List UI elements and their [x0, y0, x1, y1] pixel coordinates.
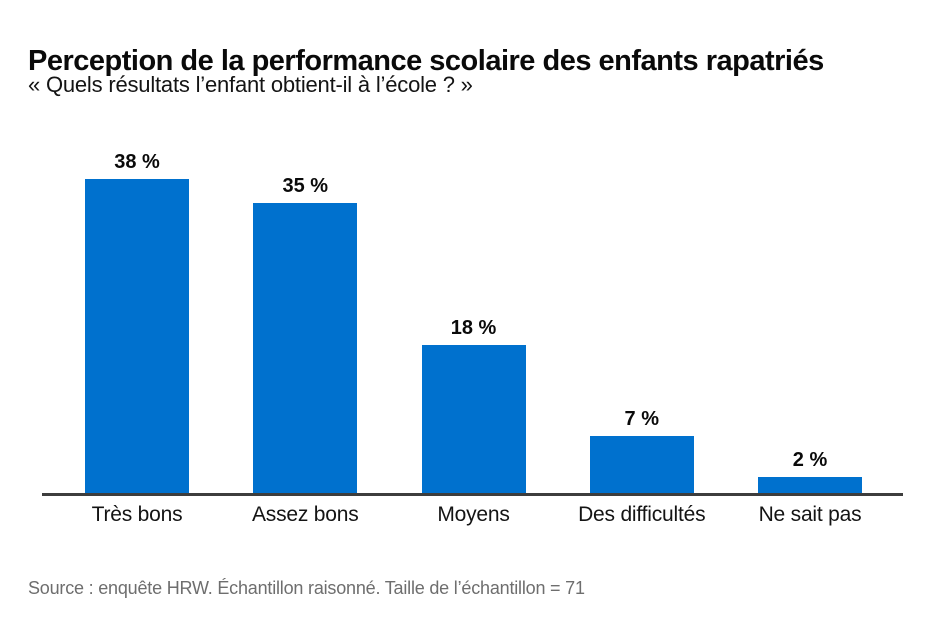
- category-label-2: Moyens: [437, 503, 510, 526]
- value-label-2: 18 %: [450, 317, 497, 339]
- plot-area: 38 % 35 % 18 % 7 % 2 %: [85, 151, 862, 494]
- category-label-4: Ne sait pas: [758, 503, 862, 526]
- value-label-1: 35 %: [282, 175, 329, 197]
- bar-4: [758, 477, 862, 494]
- x-axis-line: [42, 493, 903, 496]
- value-label-3: 7 %: [624, 408, 659, 430]
- category-label-3: Des difficultés: [578, 503, 706, 526]
- chart-title: Perception de la performance scolaire de…: [28, 45, 824, 78]
- category-label-0: Très bons: [91, 503, 183, 526]
- value-label-4: 2 %: [792, 449, 828, 471]
- bar-1: [253, 203, 358, 494]
- category-label-1: Assez bons: [251, 503, 359, 526]
- bar-3: [589, 436, 694, 494]
- bar-2: [421, 345, 526, 494]
- source-note: Source : enquête HRW. Échantillon raison…: [28, 578, 585, 598]
- value-label-0: 38 %: [114, 151, 160, 173]
- chart-subtitle: « Quels résultats l’enfant obtient-il à …: [28, 72, 473, 97]
- bar-0: [85, 179, 189, 494]
